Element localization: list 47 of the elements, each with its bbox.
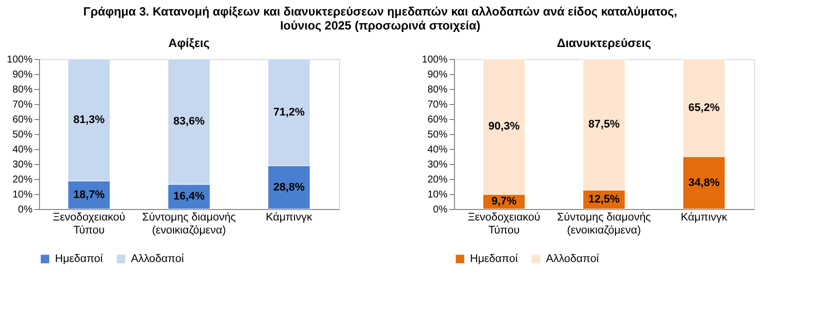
data-label: 16,4% (173, 190, 205, 203)
y-tick-label: 30% (427, 160, 448, 170)
x-tick-label: Κάμπινγκ (266, 212, 313, 224)
y-tick-label: 80% (427, 84, 448, 96)
y-tick-label: 20% (12, 174, 33, 186)
y-tick-label: 10% (427, 190, 448, 200)
y-tick-label: 50% (427, 130, 448, 140)
chart-title: Διανυκτερεύσεις (556, 36, 652, 50)
y-tick-label: 30% (12, 160, 33, 170)
x-tick-label: Σύντομης διαμονής (ενοικιαζόμενα) (142, 212, 236, 236)
legend-label: Αλλοδαποί (546, 253, 600, 265)
legend-label: Αλλοδαποί (131, 253, 184, 265)
chart-title: Αφίξεις (168, 36, 210, 50)
y-tick-label: 90% (427, 70, 448, 80)
y-tick-label: 20% (427, 174, 448, 186)
y-tick-label: 80% (12, 84, 33, 96)
y-tick-label: 40% (12, 144, 33, 156)
x-tick-label: Σύντομης διαμονής (ενοικιαζόμενα) (557, 212, 651, 236)
legend-label: Ημεδαποί (470, 253, 518, 265)
y-tick-label: 0% (433, 204, 448, 216)
y-tick-label: 50% (12, 130, 33, 140)
x-tick-label: Κάμπινγκ (680, 212, 728, 224)
data-label: 65,2% (688, 102, 720, 114)
y-tick-label: 0% (18, 204, 33, 216)
x-tick-label: Ξενοδοχειακού Τύπου (468, 212, 540, 236)
legend-label: Ημεδαποί (55, 253, 104, 265)
y-tick-label: 60% (427, 114, 448, 126)
x-tick-label: Ξενοδοχειακού Τύπου (52, 212, 126, 236)
data-label: 71,2% (273, 106, 305, 118)
data-label: 81,3% (73, 114, 105, 126)
y-tick-label: 100% (6, 54, 33, 66)
y-tick-label: 40% (427, 144, 448, 156)
y-tick-label: 60% (12, 114, 33, 126)
y-tick-label: 70% (12, 100, 33, 110)
data-label: 9,7% (491, 196, 517, 208)
data-label: 34,8% (688, 176, 720, 189)
text: Γράφημα 3. Κατανομή αφίξεων και διανυκτερεύσεων ημεδαπών και αλλοδαπών ανά είδος καταλύματος, Ιούνιος 2025 (προσωρινά στοιχεία) (83, 4, 678, 32)
y-tick-label: 100% (422, 54, 448, 66)
data-label: 12,5% (588, 194, 620, 206)
data-label: 87,5% (588, 118, 620, 131)
data-label: 18,7% (73, 188, 105, 201)
data-label: 90,3% (488, 120, 520, 133)
y-tick-label: 10% (12, 190, 33, 200)
data-label: 83,6% (173, 116, 205, 128)
y-tick-label: 90% (12, 70, 33, 80)
y-tick-label: 70% (427, 100, 448, 110)
data-label: 28,8% (273, 181, 305, 194)
